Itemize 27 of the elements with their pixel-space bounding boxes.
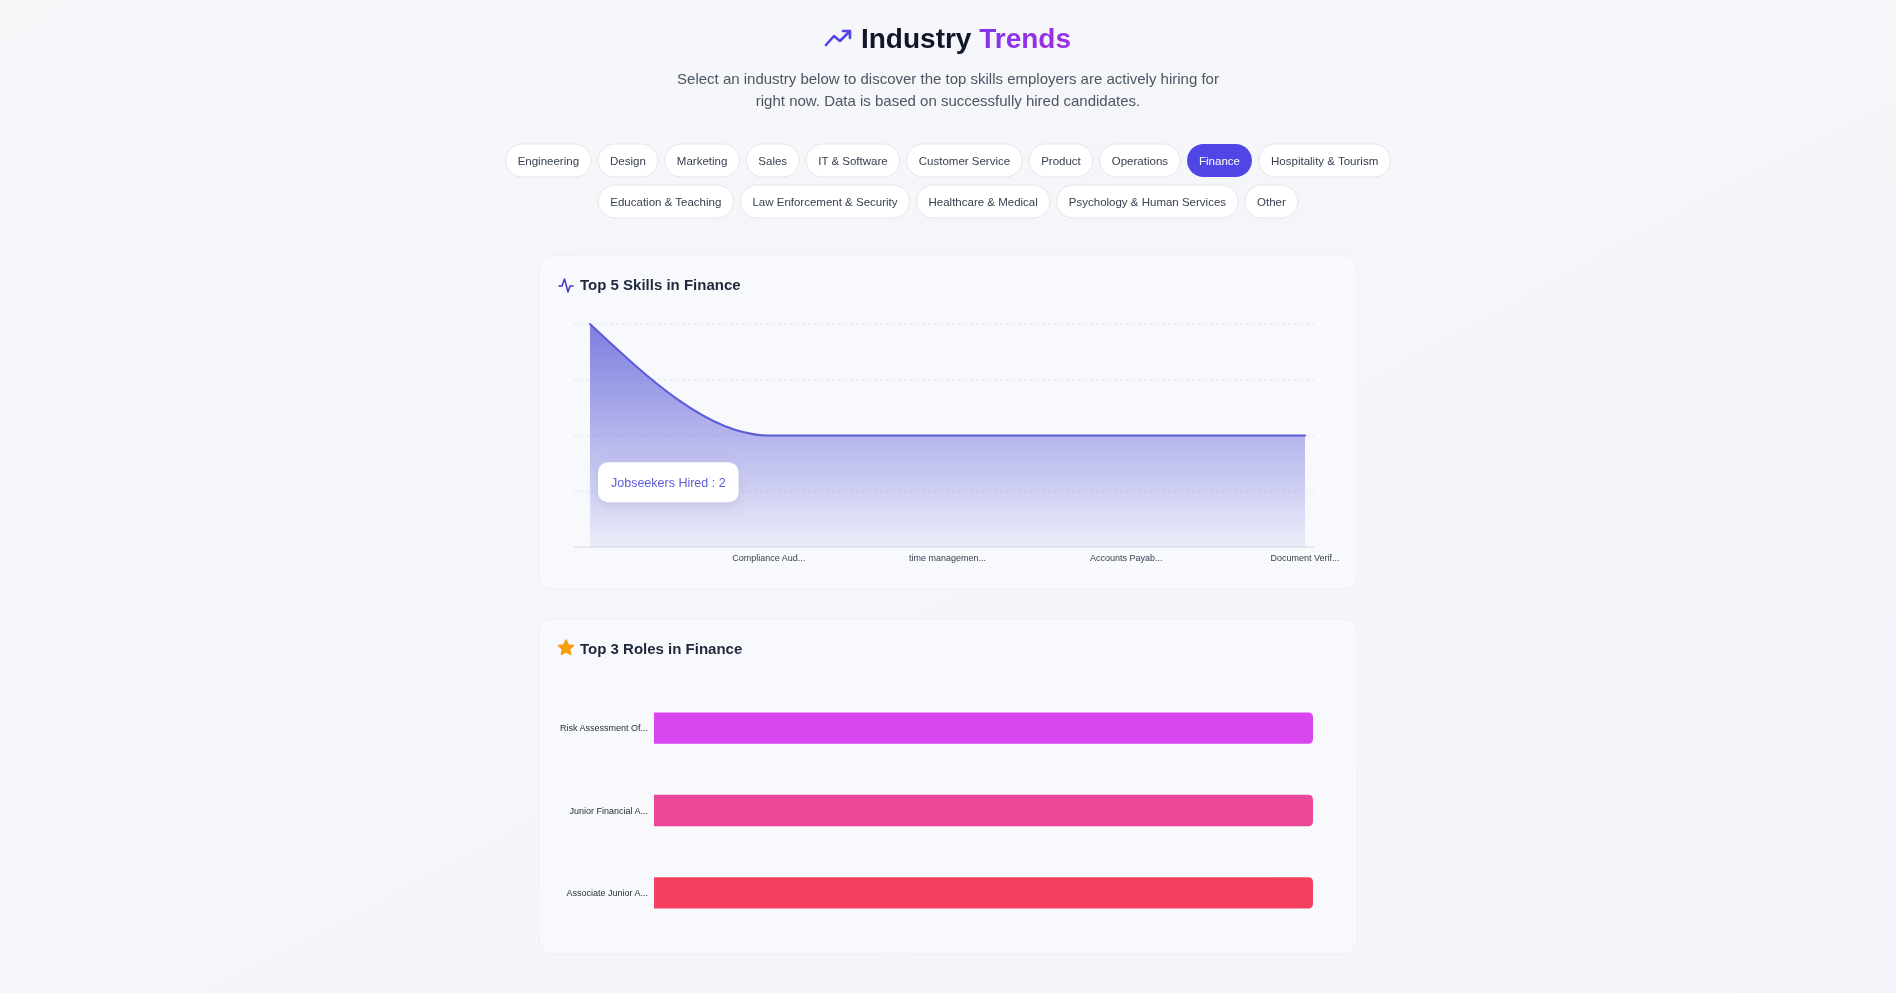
category-label: Operations (1111, 154, 1169, 167)
annotation: Jobseekers Hired : 2 (611, 475, 726, 490)
x-tick-label: Compliance Aud... (732, 553, 806, 563)
category-label: Customer Service (918, 154, 1011, 167)
chart-title: Top 3 Roles in Finance (580, 640, 743, 657)
chart-title: Top 5 Skills in Finance (580, 276, 741, 293)
y-tick-label: Junior Financial A... (569, 805, 648, 816)
x-tick-label: Accounts Payab... (1089, 553, 1163, 563)
category-label: Finance (1199, 154, 1240, 167)
category-label: Design (610, 154, 646, 167)
category-label: Law Enforcement & Security (752, 195, 898, 208)
category-label: Marketing (676, 154, 728, 167)
y-tick-label: Risk Assessment Of... (559, 723, 648, 734)
category-label: IT & Software (818, 154, 888, 167)
category-label: Engineering (517, 154, 580, 167)
x-tick-label: time managemen... (908, 553, 987, 563)
category-label: Hospitality & Tourism (1271, 154, 1379, 167)
category-label: Sales (758, 154, 788, 167)
category-label: Other (1257, 195, 1286, 208)
category-label: Psychology & Human Services (1068, 195, 1227, 208)
category-label: Healthcare & Medical (928, 195, 1038, 208)
text: Industry Trends (860, 23, 1072, 54)
category-label: Product (1041, 154, 1082, 167)
category-label: Education & Teaching (610, 195, 722, 208)
y-tick-label: Associate Junior A... (566, 887, 648, 898)
text: Select an industry below to discover the top skills employers are actively hiring for right now. Data is based on successfully hired candidates. (677, 70, 1219, 109)
x-tick-label: Document Verif... (1270, 553, 1340, 563)
